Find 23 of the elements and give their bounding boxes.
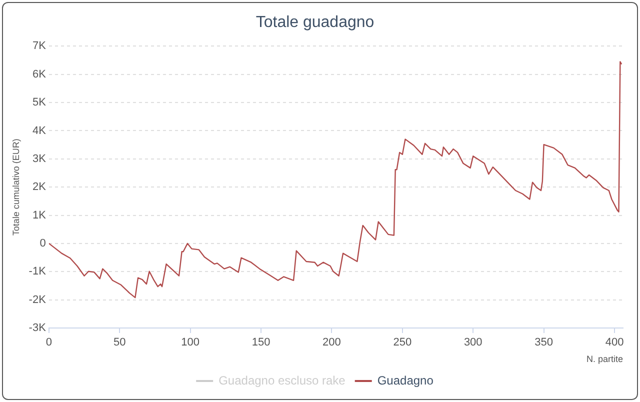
x-tick-label: 150	[252, 336, 270, 349]
legend-label: Guadagno	[377, 373, 434, 388]
chart-title: Totale guadagno	[256, 14, 374, 32]
y-tick-label: -2K	[28, 294, 47, 306]
x-tick-label: 100	[181, 336, 200, 349]
x-tick-label: 300	[464, 336, 482, 349]
y-tick-label: 6K	[32, 68, 47, 80]
y-tick-label: -3K	[28, 322, 47, 334]
x-axis-title: N. partite	[586, 354, 623, 364]
y-tick-label: 5K	[32, 96, 47, 109]
y-tick-label: -1K	[28, 266, 47, 278]
x-tick-label: 350	[534, 336, 553, 349]
y-tick-label: 3K	[32, 152, 47, 165]
y-axis-title: Totale cumulativo (EUR)	[10, 138, 21, 236]
y-tick-label: 1K	[32, 209, 47, 222]
y-tick-label: 4K	[32, 124, 47, 137]
x-tick-label: 50	[113, 336, 126, 349]
y-tick-label: 0	[40, 237, 46, 250]
x-tick-label: 400	[605, 336, 624, 349]
y-tick-label: 7K	[32, 40, 47, 52]
y-tick-label: 2K	[32, 181, 47, 194]
x-tick-label: 250	[393, 336, 412, 349]
x-tick-label: 200	[322, 336, 341, 349]
